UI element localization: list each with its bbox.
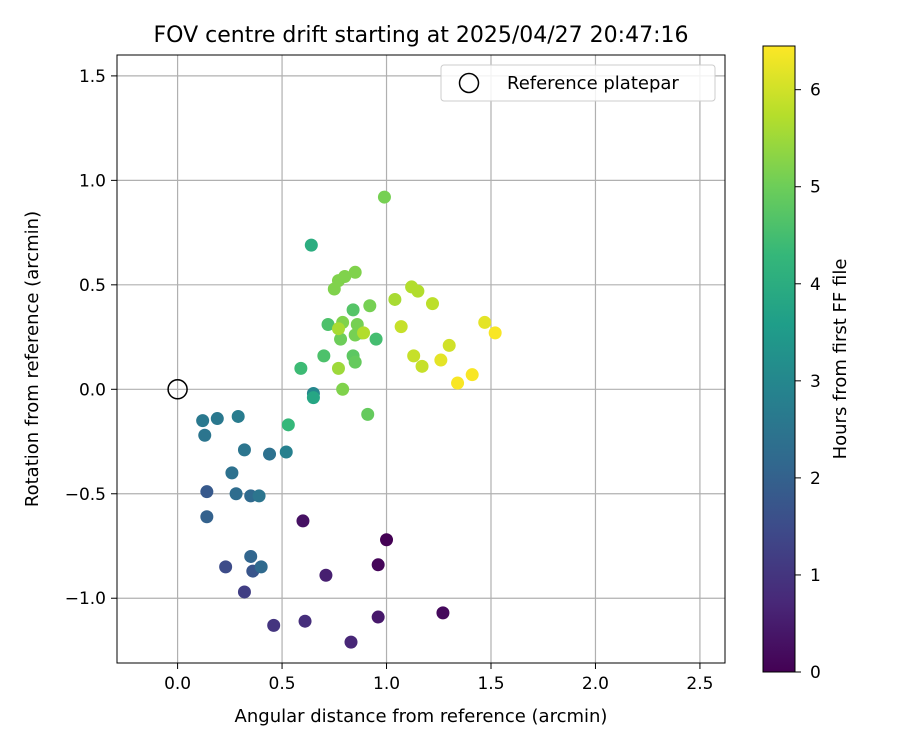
data-point	[219, 560, 233, 574]
data-point	[371, 610, 385, 624]
data-point	[294, 361, 308, 375]
data-point	[369, 332, 383, 346]
data-point	[478, 315, 492, 329]
data-point	[348, 265, 362, 279]
colorbar-tick-label: 1	[810, 566, 821, 586]
data-point	[321, 318, 335, 332]
chart-title: FOV centre drift starting at 2025/04/27 …	[154, 23, 689, 48]
y-axis-label: Rotation from reference (arcmin)	[22, 211, 43, 507]
data-point	[281, 418, 295, 432]
colorbar-frame	[762, 45, 796, 673]
colorbar-tick-label: 0	[810, 663, 821, 683]
legend: Reference platepar	[440, 64, 716, 102]
data-point	[279, 445, 293, 459]
data-point	[346, 303, 360, 317]
data-point	[348, 355, 362, 369]
colorbar-tick-label: 6	[810, 81, 821, 101]
data-point	[451, 376, 465, 390]
data-point	[436, 606, 450, 620]
data-point	[225, 466, 239, 480]
data-point	[380, 533, 394, 547]
y-tick-label: −0.5	[65, 485, 106, 505]
data-point	[331, 322, 345, 336]
data-point	[425, 297, 439, 311]
x-tick-label: 2.5	[686, 674, 713, 694]
data-point	[442, 338, 456, 352]
y-tick-label: 1.5	[79, 67, 106, 87]
legend-box	[440, 64, 716, 102]
colorbar-ticks: 0 1 2 3 4 5 6	[795, 81, 821, 683]
data-point	[331, 361, 345, 375]
colorbar-gradient	[763, 46, 795, 672]
data-point	[394, 320, 408, 334]
y-tick-label: 0.5	[79, 276, 106, 296]
legend-label-reference: Reference platepar	[507, 73, 679, 94]
data-point	[357, 326, 371, 340]
y-axis: −1.0 −0.5 0.0 0.5 1.0 1.5	[65, 67, 117, 609]
data-point	[231, 409, 245, 423]
data-point	[377, 190, 391, 204]
data-point	[361, 407, 375, 421]
data-point	[198, 428, 212, 442]
colorbar: 0 1 2 3 4 5 6 Hours from first FF file	[762, 45, 851, 683]
data-point	[237, 585, 251, 599]
x-tick-label: 1.0	[373, 674, 400, 694]
data-point	[200, 510, 214, 524]
x-axis: 0.0 0.5 1.0 1.5 2.0 2.5	[164, 663, 713, 694]
y-tick-label: −1.0	[65, 589, 106, 609]
data-point	[344, 635, 358, 649]
data-point	[363, 299, 377, 313]
reference-layer	[167, 379, 188, 400]
data-point	[411, 284, 425, 298]
data-point	[200, 485, 214, 499]
x-tick-label: 1.5	[477, 674, 504, 694]
data-point	[336, 382, 350, 396]
data-point	[254, 560, 268, 574]
data-point	[229, 487, 243, 501]
data-point	[298, 614, 312, 628]
data-point	[304, 238, 318, 252]
x-tick-label: 0.5	[269, 674, 296, 694]
data-point	[267, 618, 281, 632]
data-point	[210, 412, 224, 426]
data-point	[388, 292, 402, 306]
data-point	[415, 359, 429, 373]
x-tick-label: 0.0	[164, 674, 191, 694]
data-point	[338, 269, 352, 283]
data-point	[407, 349, 421, 363]
colorbar-tick-label: 5	[810, 178, 821, 198]
points-layer	[196, 190, 502, 649]
data-point	[319, 568, 333, 582]
data-point	[371, 558, 385, 572]
data-point	[488, 326, 502, 340]
data-point	[237, 443, 251, 457]
data-point	[244, 549, 258, 563]
data-point	[434, 353, 448, 367]
x-axis-label: Angular distance from reference (arcmin)	[235, 706, 608, 727]
reference-platepar-marker	[167, 379, 188, 400]
data-point	[465, 368, 479, 382]
colorbar-tick-label: 3	[810, 372, 821, 392]
data-point	[252, 489, 266, 503]
data-point	[317, 349, 331, 363]
data-point	[263, 447, 277, 461]
y-tick-label: 0.0	[79, 380, 106, 400]
x-tick-label: 2.0	[582, 674, 609, 694]
data-point	[334, 332, 348, 346]
colorbar-tick-label: 2	[810, 469, 821, 489]
data-point	[296, 514, 310, 528]
colorbar-tick-label: 4	[810, 275, 821, 295]
grid-layer	[117, 55, 725, 663]
data-point	[306, 391, 320, 405]
plot-frame	[116, 54, 726, 664]
data-point	[196, 414, 210, 428]
y-tick-label: 1.0	[79, 171, 106, 191]
legend-marker-reference	[458, 72, 480, 94]
colorbar-label: Hours from first FF file	[830, 259, 851, 460]
